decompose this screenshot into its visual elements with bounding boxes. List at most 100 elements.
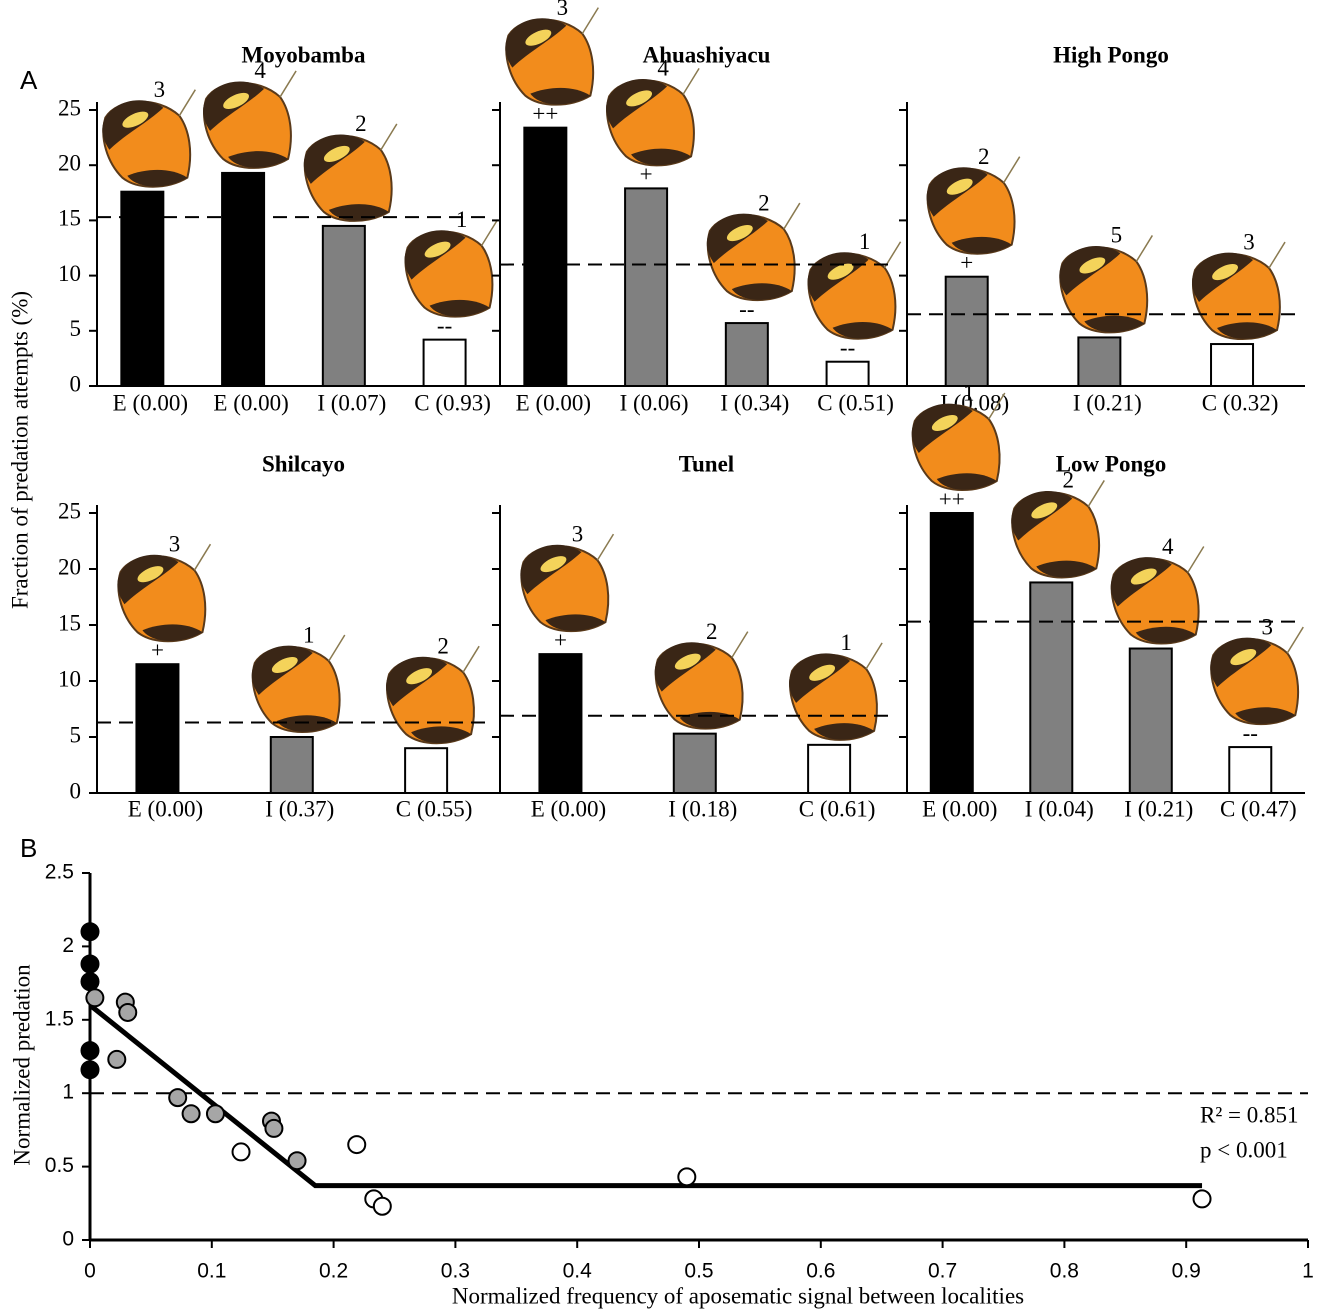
wing-patch bbox=[271, 656, 298, 674]
point bbox=[347, 1135, 367, 1155]
bar bbox=[1077, 336, 1122, 388]
wing-patch bbox=[525, 29, 552, 46]
x-tick-label: I (0.21) bbox=[1124, 796, 1193, 821]
y-tick-label: 1 bbox=[62, 1081, 74, 1104]
significance: -- bbox=[739, 296, 754, 321]
bar bbox=[538, 653, 583, 794]
morph-label: 1 bbox=[840, 630, 852, 655]
wing-base bbox=[127, 169, 188, 187]
antenna bbox=[1286, 626, 1304, 654]
y-tick-label: 1.5 bbox=[45, 1007, 74, 1030]
x-tick-label: E (0.00) bbox=[922, 796, 997, 821]
x-tick-label: I (0.04) bbox=[1025, 796, 1094, 821]
wing-patch bbox=[540, 556, 567, 573]
butterfly: 1 bbox=[807, 229, 902, 340]
morph-label: 3 bbox=[572, 521, 584, 546]
panel-label: A bbox=[20, 65, 38, 95]
antenna bbox=[783, 202, 801, 230]
wing-base bbox=[1235, 707, 1296, 724]
antenna bbox=[279, 70, 297, 98]
chart-title: High Pongo bbox=[1053, 42, 1169, 67]
morph-label: 1 bbox=[859, 229, 871, 254]
point bbox=[168, 1088, 188, 1108]
antenna bbox=[883, 241, 902, 269]
bar bbox=[1228, 746, 1273, 795]
annotation: R² = 0.851 bbox=[1200, 1102, 1298, 1127]
antenna bbox=[1003, 156, 1021, 184]
morph-label: 1 bbox=[303, 622, 315, 647]
y-tick-label: 20 bbox=[58, 150, 81, 175]
significance: -- bbox=[437, 313, 452, 338]
antenna bbox=[1187, 546, 1205, 573]
butterfly: 1 bbox=[911, 380, 1006, 491]
x-tick-label: E (0.00) bbox=[113, 390, 188, 415]
x-tick-label: E (0.00) bbox=[213, 390, 288, 415]
point bbox=[80, 922, 100, 942]
bar bbox=[1128, 647, 1173, 795]
y-tick-label: 25 bbox=[58, 95, 81, 120]
significance: -- bbox=[1243, 720, 1258, 745]
wing-patch bbox=[626, 90, 653, 107]
significance: + bbox=[960, 250, 973, 275]
butterfly: 2 bbox=[926, 144, 1021, 255]
wing-base bbox=[832, 321, 893, 339]
point bbox=[231, 1142, 251, 1162]
annotation: p < 0.001 bbox=[1200, 1137, 1288, 1162]
butterfly: 4 bbox=[203, 58, 297, 169]
morph-label: 3 bbox=[154, 77, 166, 102]
chart-title: Moyobamba bbox=[242, 42, 366, 67]
wing-base bbox=[951, 236, 1012, 254]
x-tick-label: C (0.55) bbox=[396, 796, 473, 821]
bar bbox=[724, 322, 769, 387]
y-tick-label: 20 bbox=[58, 554, 81, 579]
morph-label: 3 bbox=[1262, 614, 1274, 639]
wing-patch bbox=[1031, 502, 1058, 519]
y-tick-label: 15 bbox=[58, 610, 81, 635]
antenna bbox=[1087, 480, 1105, 507]
wing-patch bbox=[946, 178, 973, 195]
morph-label: 2 bbox=[437, 633, 449, 658]
point bbox=[80, 954, 100, 974]
wing-base bbox=[429, 299, 490, 317]
antenna bbox=[178, 89, 196, 117]
wing-patch bbox=[726, 225, 753, 242]
wing-base bbox=[1036, 560, 1097, 578]
butterfly: 3 bbox=[102, 77, 196, 188]
y-tick-label: 5 bbox=[70, 722, 82, 747]
morph-label: 1 bbox=[963, 380, 975, 405]
significance: -- bbox=[840, 335, 855, 360]
x-tick-label: 0.4 bbox=[563, 1260, 593, 1283]
x-axis-label: Normalized frequency of aposematic signa… bbox=[452, 1283, 1024, 1308]
wing-patch bbox=[122, 111, 149, 128]
morph-label: 4 bbox=[254, 58, 266, 83]
significance: + bbox=[554, 627, 567, 652]
butterfly: 2 bbox=[1011, 468, 1105, 579]
wing-base bbox=[530, 87, 591, 105]
y-tick-label: 25 bbox=[58, 498, 81, 523]
y-axis-label: Fraction of predation attempts (%) bbox=[7, 291, 32, 609]
bar bbox=[825, 360, 870, 388]
y-axis-label: Normalized predation bbox=[9, 964, 34, 1166]
significance: + bbox=[640, 162, 653, 187]
x-tick-label: I (0.18) bbox=[668, 796, 737, 821]
x-tick-label: C (0.32) bbox=[1202, 390, 1279, 415]
wing-base bbox=[1217, 322, 1278, 339]
x-tick-label: I (0.21) bbox=[1073, 390, 1142, 415]
bar bbox=[624, 187, 669, 387]
butterfly: 3 bbox=[505, 0, 599, 106]
x-tick-label: E (0.00) bbox=[516, 390, 591, 415]
point bbox=[107, 1049, 127, 1069]
x-tick-label: 0.9 bbox=[1172, 1260, 1201, 1283]
fit-line bbox=[88, 1003, 1203, 1189]
butterfly: 4 bbox=[606, 56, 700, 167]
point bbox=[1192, 1189, 1212, 1209]
bar bbox=[321, 224, 366, 387]
bar bbox=[1029, 581, 1074, 794]
wing-base bbox=[1135, 626, 1196, 644]
butterfly: 2 bbox=[706, 190, 801, 301]
wing-patch bbox=[1079, 257, 1106, 274]
x-tick-label: 0.6 bbox=[806, 1260, 835, 1283]
butterfly: 2 bbox=[303, 111, 398, 222]
wing-patch bbox=[406, 668, 433, 685]
y-tick-label: 10 bbox=[58, 261, 81, 286]
